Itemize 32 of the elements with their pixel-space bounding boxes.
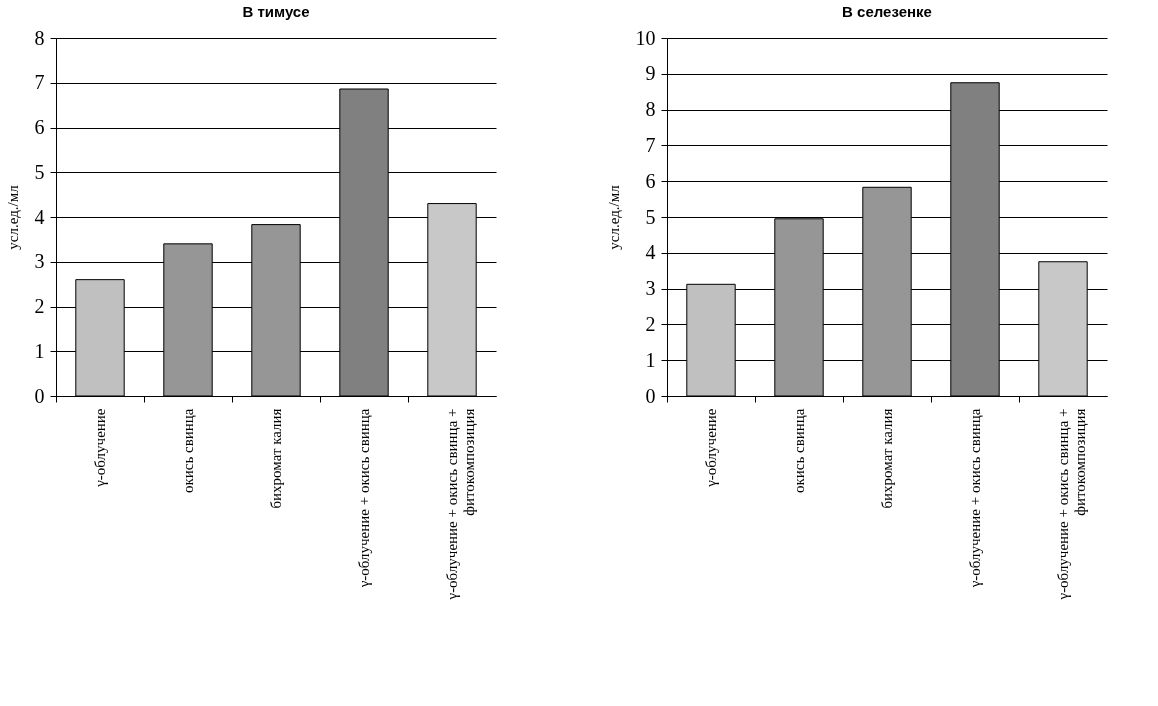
y-tick-label: 9 (645, 62, 656, 85)
x-tick-label: γ-облучение (92, 408, 108, 488)
x-tick-label: окись свинца (791, 408, 807, 494)
x-tick-label: γ-облучение (703, 408, 719, 488)
x-tick-label: бихромат калия (268, 408, 284, 509)
y-tick-label: 2 (645, 312, 656, 335)
y-axis-title: усл.ед./мл (605, 184, 622, 250)
x-tick-label: γ-облучение + окись свинца (356, 408, 372, 589)
y-tick-label: 1 (34, 339, 45, 362)
y-tick-label: 5 (645, 205, 656, 228)
y-tick-label: 0 (34, 384, 45, 407)
y-tick-label: 1 (645, 348, 656, 371)
y-tick-label: 3 (34, 250, 45, 273)
y-tick-label: 8 (34, 26, 45, 49)
x-tick-label: γ-облучение + окись свинца (967, 408, 983, 589)
chart-title: В тимусе (242, 3, 310, 20)
y-tick-label: 8 (645, 98, 656, 121)
x-tick-label: бихромат калия (879, 408, 895, 509)
y-tick-label: 4 (645, 241, 656, 264)
y-tick-label: 0 (645, 384, 656, 407)
y-axis-title: усл.ед./мл (4, 184, 21, 250)
y-tick-label: 6 (34, 116, 45, 138)
y-tick-label: 2 (34, 295, 45, 317)
y-tick-label: 4 (34, 205, 45, 228)
y-tick-label: 10 (635, 26, 656, 49)
chart-title: В селезенке (842, 3, 932, 20)
y-tick-label: 7 (645, 133, 656, 156)
x-tick-label: окись свинца (180, 408, 196, 494)
y-tick-label: 7 (34, 71, 45, 94)
y-tick-label: 5 (34, 160, 45, 183)
y-tick-label: 3 (645, 277, 656, 300)
y-tick-label: 6 (645, 169, 656, 192)
